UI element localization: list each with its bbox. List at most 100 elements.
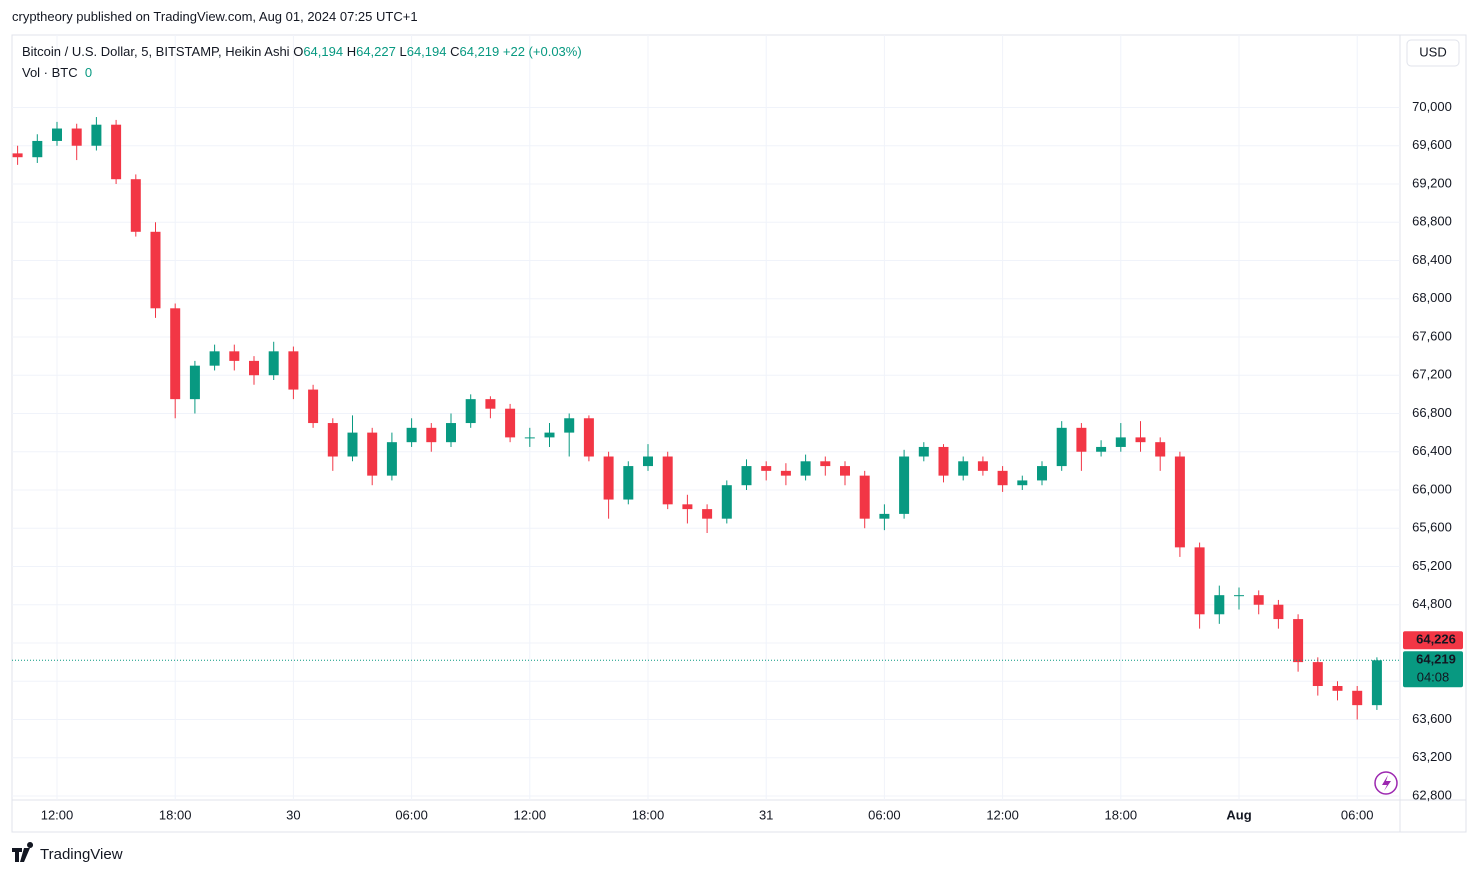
ohlc-value: 64,194 xyxy=(406,44,447,59)
volume-legend: Vol · BTC 0 xyxy=(22,65,92,80)
candle-body xyxy=(1135,437,1146,443)
candle-body xyxy=(859,475,870,519)
last-price-tag xyxy=(1403,651,1463,688)
x-tick-label: 18:00 xyxy=(159,807,192,822)
candle-body xyxy=(130,179,141,232)
y-tick-label: 64,800 xyxy=(1412,596,1452,611)
candle-body xyxy=(209,351,220,366)
x-tick-label: 06:00 xyxy=(868,807,901,822)
brand: TradingView xyxy=(40,846,123,863)
ohlc-key: C xyxy=(450,44,460,59)
candle-body xyxy=(603,456,614,500)
ha-price-label: 64,226 xyxy=(1416,632,1456,647)
candle-body xyxy=(1155,442,1166,457)
candle-body xyxy=(189,365,200,400)
x-tick-label: Aug xyxy=(1226,807,1251,822)
x-tick-label: 18:00 xyxy=(632,807,665,822)
candle-body xyxy=(879,513,890,519)
ohlc-key: H xyxy=(346,44,357,59)
x-tick-label: 12:00 xyxy=(986,807,1019,822)
candle-body xyxy=(229,351,240,361)
ohlc: O64,194 H64,227 L64,194 C64,219 xyxy=(293,44,499,59)
candle-body xyxy=(446,423,456,443)
volume-value: 0 xyxy=(84,65,93,80)
y-tick-label: 67,600 xyxy=(1412,328,1452,343)
candle-body xyxy=(544,432,555,438)
y-tick-label: 66,000 xyxy=(1412,481,1452,496)
x-tick-label: 31 xyxy=(759,807,773,822)
symbol: Bitcoin / U.S. Dollar, 5, BITSTAMP, Heik… xyxy=(22,44,290,59)
candle-body xyxy=(1174,456,1185,548)
candle-body xyxy=(702,509,713,519)
candle-body xyxy=(1017,480,1028,486)
ha-price-tag xyxy=(1403,631,1463,650)
candle-body xyxy=(12,153,23,158)
y-tick-label: 70,000 xyxy=(1412,99,1452,114)
candle-body xyxy=(32,140,43,158)
candle-body xyxy=(288,351,299,390)
publisher: cryptheory published on TradingView.com,… xyxy=(12,9,418,24)
candle-body xyxy=(938,446,949,476)
candle-body xyxy=(170,308,181,400)
y-tick-label: 66,400 xyxy=(1412,443,1452,458)
candle-body xyxy=(918,446,929,457)
y-tick-label: 65,200 xyxy=(1412,558,1452,573)
y-tick-label: 68,800 xyxy=(1412,214,1452,229)
y-tick-label: 67,200 xyxy=(1412,367,1452,382)
candle-body xyxy=(1115,437,1126,447)
currency[interactable]: USD xyxy=(1419,44,1446,59)
candle-body xyxy=(623,466,634,500)
candle-body xyxy=(485,399,496,409)
candle-body xyxy=(1293,619,1304,663)
lightning xyxy=(1382,775,1391,791)
currency-button[interactable] xyxy=(1406,39,1460,67)
y-tick-label: 69,200 xyxy=(1412,175,1452,190)
candle-body xyxy=(564,418,575,433)
candle-body xyxy=(1076,427,1087,452)
candles xyxy=(12,117,1400,720)
candle-body xyxy=(1352,690,1363,706)
candle-body xyxy=(840,466,850,476)
candle-body xyxy=(899,456,910,514)
candle-body xyxy=(1194,547,1205,615)
ohlc-value: 64,219 xyxy=(459,44,500,59)
candle-body xyxy=(1312,662,1323,687)
y-tick-label: 62,800 xyxy=(1412,787,1452,802)
last-price-label: 64,219 xyxy=(1416,652,1456,667)
candle-body xyxy=(820,461,831,467)
frame xyxy=(11,34,1467,833)
candle-body xyxy=(958,461,969,476)
candle-body xyxy=(583,418,594,457)
candle-body xyxy=(52,128,62,141)
candle-body xyxy=(71,128,82,146)
x-tick-label: 06:00 xyxy=(395,807,428,822)
candle-body xyxy=(308,389,319,424)
y-tick-label: 63,200 xyxy=(1412,749,1452,764)
candle-body xyxy=(347,432,358,457)
candle-body xyxy=(268,351,279,376)
candle-body xyxy=(327,423,338,457)
candle-body xyxy=(997,470,1008,486)
y-tick-label: 68,400 xyxy=(1412,252,1452,267)
volume-label: Vol · BTC xyxy=(22,65,78,80)
legend: Bitcoin / U.S. Dollar, 5, BITSTAMP, Heik… xyxy=(22,44,582,59)
change: +22 (+0.03%) xyxy=(502,44,582,59)
y-tick-label: 63,600 xyxy=(1412,711,1452,726)
x-tick-label: 12:00 xyxy=(514,807,547,822)
y-tick-label: 69,600 xyxy=(1412,137,1452,152)
candle-body xyxy=(1332,686,1343,691)
candle-body xyxy=(1371,660,1382,706)
candle-body xyxy=(465,399,476,424)
y-tick-label: 65,600 xyxy=(1412,520,1452,535)
axis-labels: 62,80063,20063,60064,00064,40064,80065,2… xyxy=(41,99,1452,823)
candle-body xyxy=(800,461,811,476)
candle-body xyxy=(741,466,752,486)
candle-body xyxy=(1214,595,1225,615)
x-tick-label: 30 xyxy=(286,807,300,822)
ohlc-value: 64,227 xyxy=(356,44,396,59)
candle-body xyxy=(761,466,772,471)
candle-body xyxy=(1037,466,1047,481)
candle-body xyxy=(977,461,988,471)
candle-body xyxy=(249,360,259,376)
